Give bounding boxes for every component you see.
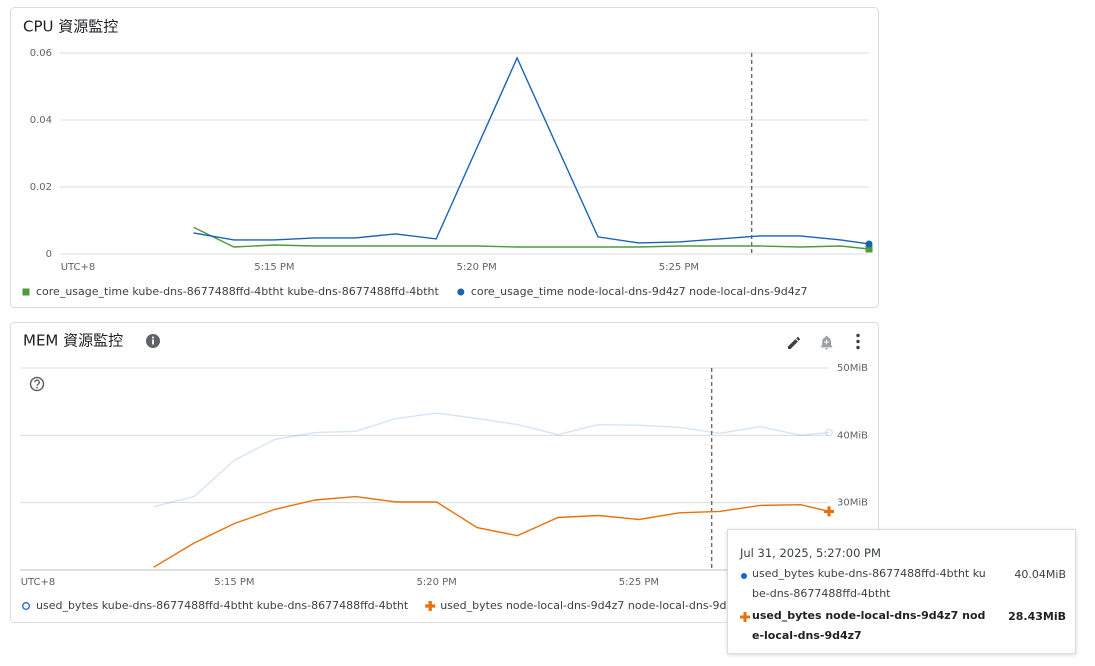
x-tick-label: 5:15 PM <box>254 262 294 273</box>
x-tick-label: 5:20 PM <box>456 262 496 273</box>
end-marker <box>865 240 873 248</box>
tooltip-series: used_bytes node-local-dns-9d4z7 node-loc… <box>752 609 986 642</box>
alert-icon[interactable] <box>820 335 833 350</box>
tooltip-time: Jul 31, 2025, 5:27:00 PM <box>740 546 881 560</box>
timezone-label: UTC+8 <box>21 577 56 588</box>
legend-label: core_usage_time node-local-dns-9d4z7 nod… <box>471 285 808 298</box>
x-tick-label: 5:25 PM <box>619 577 659 588</box>
legend-marker <box>457 288 465 296</box>
series-line <box>153 495 830 568</box>
more-icon[interactable] <box>856 333 860 350</box>
legend-label: core_usage_time kube-dns-8677488ffd-4bth… <box>36 285 440 298</box>
end-marker <box>865 245 873 253</box>
x-tick-label: 5:25 PM <box>659 262 699 273</box>
tooltip-value: 28.43MiB <box>1008 610 1066 623</box>
timezone-label: UTC+8 <box>61 262 96 273</box>
end-marker <box>825 428 833 437</box>
y-tick-label: 0.02 <box>30 182 52 193</box>
series-line <box>193 56 870 245</box>
legend-marker <box>425 601 436 612</box>
tooltip-value: 40.04MiB <box>1014 568 1066 581</box>
tooltip: Jul 31, 2025, 5:27:00 PM used_bytes kube… <box>727 529 1076 654</box>
series-line <box>153 412 830 508</box>
legend-marker <box>22 288 30 296</box>
tooltip-row: used_bytes kube-dns-8677488ffd-4btht kub… <box>740 567 1066 604</box>
y-tick-label: 0.04 <box>30 115 52 126</box>
y-tick-label: 50MiB <box>837 363 868 374</box>
cpu-card <box>10 7 879 308</box>
tooltip-marker <box>741 573 747 579</box>
y-tick-label: 0.06 <box>30 48 52 59</box>
mem-card <box>10 322 879 623</box>
tooltip-marker <box>740 612 750 622</box>
legend-marker <box>22 602 30 610</box>
y-tick-label: 30MiB <box>837 498 868 509</box>
x-tick-label: 5:20 PM <box>416 577 456 588</box>
y-tick-label: 40MiB <box>837 430 868 441</box>
legend-label: used_bytes kube-dns-8677488ffd-4btht kub… <box>36 599 409 612</box>
legend-label: used_bytes node-local-dns-9d4z7 node-loc… <box>440 599 746 612</box>
x-tick-label: 5:15 PM <box>214 577 254 588</box>
series-line <box>193 226 870 250</box>
edit-icon[interactable] <box>788 336 801 349</box>
chart-title: CPU 資源監控 <box>23 18 118 36</box>
tooltip-series: used_bytes kube-dns-8677488ffd-4btht kub… <box>752 567 986 600</box>
help-icon[interactable] <box>29 376 45 392</box>
chart-title: MEM 資源監控 <box>23 332 123 350</box>
tooltip-row: used_bytes node-local-dns-9d4z7 node-loc… <box>740 609 1066 646</box>
y-tick-label: 0 <box>46 249 52 260</box>
end-marker <box>824 506 835 517</box>
info-icon[interactable] <box>146 334 160 348</box>
